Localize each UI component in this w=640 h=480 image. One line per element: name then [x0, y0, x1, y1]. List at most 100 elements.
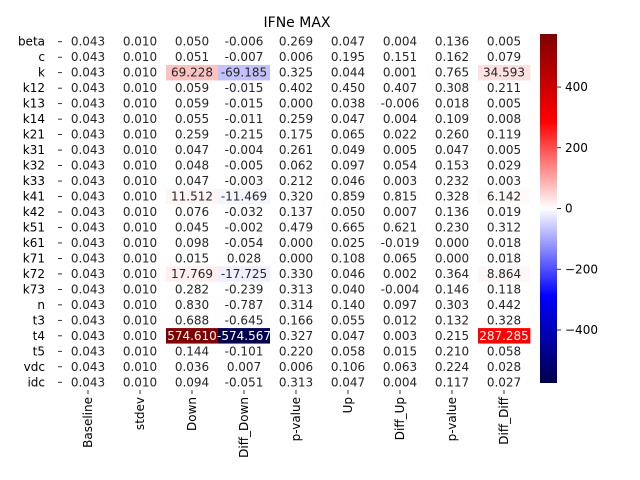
- cell-value-label: -0.015: [225, 97, 264, 111]
- heatmap-cell: [218, 173, 271, 190]
- cell-value-label: 0.022: [383, 128, 417, 142]
- heatmap-cell: [218, 281, 271, 298]
- cell-value-label: 0.162: [435, 50, 469, 64]
- heatmap-cell: [270, 49, 323, 66]
- cell-value-label: 0.312: [487, 220, 521, 234]
- heatmap-cell: [62, 204, 115, 221]
- heatmap-cell: [426, 250, 479, 267]
- heatmap-cell: [166, 266, 219, 283]
- cell-value-label: 0.076: [175, 205, 209, 219]
- cell-value-label: 0.028: [227, 251, 261, 265]
- heatmap-cell: [426, 266, 479, 283]
- heatmap-cell: [218, 219, 271, 236]
- heatmap-cell: [374, 111, 427, 128]
- heatmap-cell: [478, 49, 531, 66]
- colorbar-tick-label: 400: [565, 80, 588, 94]
- heatmap-cell: [218, 343, 271, 360]
- heatmap-cell: [218, 266, 271, 283]
- column-label: p-value: [289, 397, 303, 441]
- cell-value-label: 0.043: [71, 97, 105, 111]
- heatmap-cell: [166, 312, 219, 329]
- cell-value-label: 0.815: [383, 190, 417, 204]
- heatmap-cell: [478, 235, 531, 252]
- heatmap-cell: [426, 359, 479, 375]
- heatmap-cell: [114, 374, 167, 391]
- heatmap-cell: [374, 34, 427, 50]
- heatmap-cell: [270, 250, 323, 267]
- cell-value-label: 0.010: [123, 174, 157, 188]
- cell-value-label: 0.027: [487, 375, 521, 389]
- cell-value-label: 0.010: [123, 360, 157, 374]
- cell-value-label: 0.327: [279, 329, 313, 343]
- cell-value-label: 69.228: [171, 66, 213, 80]
- heatmap-cell: [270, 343, 323, 360]
- cell-value-label: 0.043: [71, 344, 105, 358]
- cell-value-label: -0.003: [225, 174, 264, 188]
- cell-value-label: 0.051: [175, 50, 209, 64]
- heatmap-cell: [218, 49, 271, 66]
- cell-value-label: 0.146: [435, 282, 469, 296]
- cell-value-label: 0.058: [487, 344, 521, 358]
- heatmap-cell: [426, 111, 479, 128]
- cell-value-label: 0.045: [175, 220, 209, 234]
- cell-value-label: 0.043: [71, 112, 105, 126]
- cell-value-label: 0.043: [71, 329, 105, 343]
- heatmap-cell: [374, 328, 427, 344]
- cell-value-label: 0.047: [331, 329, 365, 343]
- cell-value-label: 0.003: [383, 329, 417, 343]
- heatmap-cell: [478, 126, 531, 143]
- cell-value-label: 0.065: [383, 251, 417, 265]
- heatmap-cell: [166, 64, 219, 81]
- cell-value-label: 0.010: [123, 282, 157, 296]
- cell-value-label: 0.010: [123, 112, 157, 126]
- cell-value-label: 0.097: [383, 298, 417, 312]
- cell-value-label: 0.065: [331, 128, 365, 142]
- cell-value-label: 0.765: [435, 66, 469, 80]
- heatmap-cell: [270, 188, 323, 205]
- heatmap-cell: [478, 188, 531, 205]
- row-label: k21: [23, 128, 45, 142]
- cell-value-label: 0.211: [487, 81, 521, 95]
- cell-value-label: 0.010: [123, 375, 157, 389]
- heatmap-cell: [166, 250, 219, 267]
- heatmap-cell: [166, 219, 219, 236]
- colorbar-tick-label: 0: [565, 202, 573, 216]
- heatmap-cell: [478, 328, 531, 344]
- heatmap-cell: [166, 235, 219, 252]
- heatmap-cell: [62, 173, 115, 190]
- heatmap-cell: [426, 34, 479, 50]
- heatmap-cell: [218, 235, 271, 252]
- heatmap-cell: [478, 343, 531, 360]
- heatmap-cell: [114, 297, 167, 314]
- heatmap-cell: [114, 266, 167, 283]
- heatmap-cell: [426, 297, 479, 314]
- heatmap-cell: [218, 80, 271, 97]
- heatmap-cell: [374, 250, 427, 267]
- column-label: Diff_Up: [393, 397, 407, 440]
- heatmap-cell: [426, 235, 479, 252]
- cell-value-label: 0.005: [383, 143, 417, 157]
- heatmap-cell: [270, 219, 323, 236]
- cell-value-label: 0.303: [435, 298, 469, 312]
- heatmap-cell: [478, 95, 531, 112]
- heatmap-cell: [62, 64, 115, 81]
- cell-value-label: 0.000: [435, 251, 469, 265]
- row-label: k71: [23, 251, 45, 265]
- cell-value-label: 0.320: [279, 190, 313, 204]
- cell-value-label: 0.000: [279, 251, 313, 265]
- cell-value-label: 0.004: [383, 375, 417, 389]
- colorbar-tick-label: −400: [565, 323, 598, 337]
- heatmap-cell: [62, 188, 115, 205]
- heatmap-cell: [218, 64, 271, 81]
- cell-value-label: -0.004: [381, 282, 420, 296]
- cell-value-label: 0.050: [331, 205, 365, 219]
- heatmap-cell: [426, 374, 479, 391]
- row-label: n: [37, 298, 45, 312]
- heatmap-cell: [374, 126, 427, 143]
- heatmap-cell: [322, 95, 375, 112]
- heatmap-cell: [426, 188, 479, 205]
- heatmap-cell: [62, 219, 115, 236]
- heatmap-cell: [426, 281, 479, 298]
- heatmap-cell: [166, 157, 219, 174]
- heatmap-cell: [218, 126, 271, 143]
